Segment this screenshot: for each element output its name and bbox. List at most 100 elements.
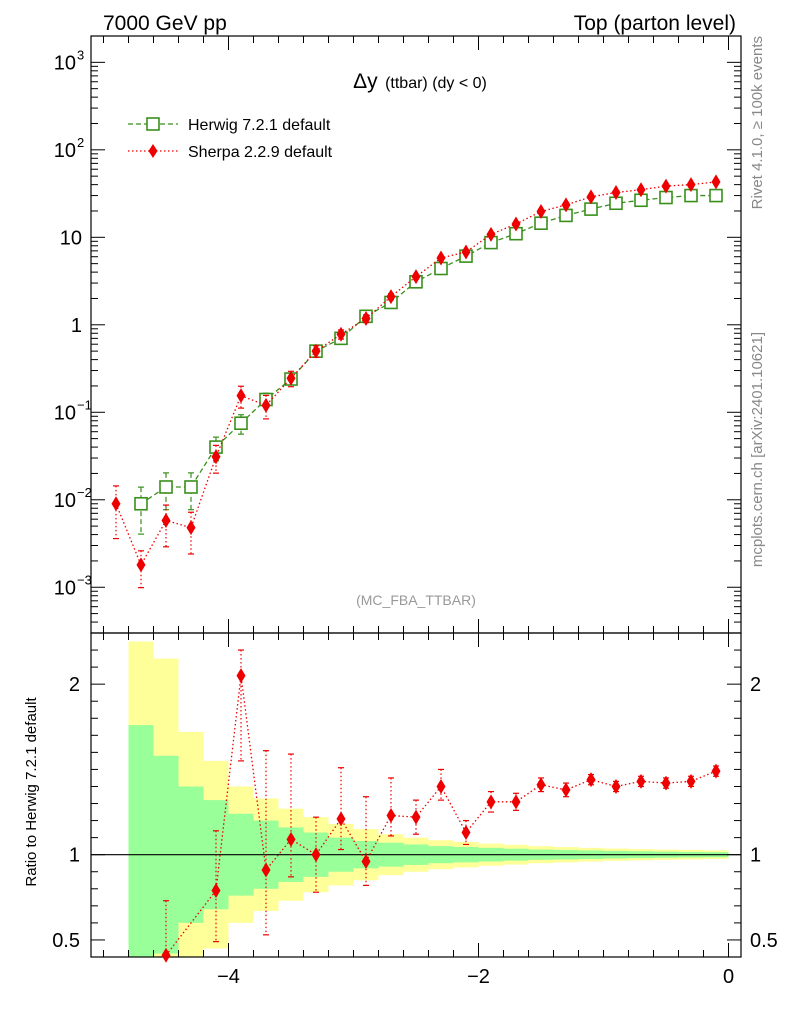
y-tick-label: 10 bbox=[54, 140, 76, 162]
data-point bbox=[184, 480, 198, 494]
y-tick-exponent: 3 bbox=[77, 47, 84, 62]
ratio-series-sherpa bbox=[161, 649, 721, 963]
ratio-point bbox=[586, 772, 596, 788]
ratio-point bbox=[611, 778, 621, 794]
ratio-point bbox=[311, 847, 321, 863]
ratio-tick-label-left: 0.5 bbox=[52, 930, 80, 952]
data-point bbox=[111, 496, 121, 512]
ratio-bands bbox=[128, 641, 729, 957]
ratio-tick-label-right: 0.5 bbox=[750, 930, 778, 952]
ratio-point bbox=[536, 777, 546, 793]
ratio-point bbox=[236, 668, 246, 684]
series-line bbox=[115, 181, 717, 567]
data-point bbox=[711, 174, 721, 190]
x-tick-label: −2 bbox=[467, 966, 490, 988]
legend: Herwig 7.2.1 default Sherpa 2.2.9 defaul… bbox=[128, 117, 333, 161]
data-point bbox=[536, 204, 546, 220]
data-point bbox=[261, 397, 271, 413]
y-tick-exponent: −2 bbox=[77, 485, 92, 500]
plot-title-main: Δy bbox=[353, 70, 378, 93]
series-herwig bbox=[134, 188, 723, 535]
ratio-point bbox=[361, 854, 371, 870]
ratio-point bbox=[436, 778, 446, 794]
ratio-point bbox=[561, 782, 571, 798]
y-tick-label: 10 bbox=[54, 577, 76, 599]
data-point bbox=[686, 177, 696, 193]
legend-label-herwig: Herwig 7.2.1 default bbox=[188, 117, 331, 134]
ratio-tick-label-right: 1 bbox=[750, 845, 761, 867]
data-point bbox=[561, 197, 571, 213]
header-left: 7000 GeV pp bbox=[103, 12, 227, 35]
ratio-point bbox=[511, 794, 521, 810]
ratio-y-ticks: 0.5 0.5 1 1 2 2 bbox=[52, 632, 778, 958]
y-tick-exponent: 2 bbox=[77, 135, 84, 150]
ratio-point bbox=[336, 811, 346, 827]
data-point bbox=[486, 226, 496, 242]
data-point bbox=[436, 250, 446, 266]
data-point bbox=[461, 244, 471, 260]
ratio-point bbox=[636, 773, 646, 789]
legend-marker-herwig bbox=[146, 117, 160, 131]
y-tick-label: 10 bbox=[54, 402, 76, 424]
ratio-point bbox=[411, 809, 421, 825]
ratio-ylabel: Ratio to Herwig 7.2.1 default bbox=[23, 697, 40, 887]
ratio-point bbox=[486, 794, 496, 810]
data-point bbox=[286, 370, 296, 386]
ratio-point bbox=[711, 763, 721, 779]
side-label-mcplots: mcplots.cern.ch [arXiv:2401.10621] bbox=[749, 332, 766, 567]
ratio-panel-frame bbox=[90, 632, 742, 958]
data-point bbox=[411, 269, 421, 285]
ratio-point bbox=[161, 947, 171, 963]
data-point bbox=[386, 289, 396, 305]
legend-marker-sherpa bbox=[148, 144, 158, 158]
data-point bbox=[611, 185, 621, 201]
ratio-point bbox=[211, 882, 221, 898]
data-point bbox=[336, 326, 346, 342]
data-point bbox=[211, 449, 221, 465]
data-point bbox=[159, 480, 173, 494]
header-right: Top (parton level) bbox=[574, 12, 736, 35]
series-line bbox=[140, 194, 716, 505]
data-point bbox=[311, 343, 321, 359]
data-point bbox=[584, 202, 598, 216]
data-point bbox=[586, 189, 596, 205]
x-ticks: −4 −2 0 bbox=[103, 36, 734, 988]
data-point bbox=[161, 512, 171, 528]
ratio-point bbox=[686, 773, 696, 789]
x-tick-label: −4 bbox=[217, 966, 240, 988]
plot-title-sub: (ttbar) (dy < 0) bbox=[385, 75, 487, 92]
series-sherpa bbox=[111, 174, 721, 589]
data-point bbox=[134, 496, 148, 511]
data-point bbox=[511, 216, 521, 232]
side-label-rivet: Rivet 4.1.0, ≥ 100k events bbox=[749, 36, 766, 209]
y-tick-label: 10 bbox=[54, 52, 76, 74]
ratio-point bbox=[386, 807, 396, 823]
y-tick-label: 10 bbox=[54, 490, 76, 512]
plot-title: Δy (ttbar) (dy < 0) bbox=[353, 70, 487, 93]
y-tick-exponent: −1 bbox=[77, 397, 92, 412]
ratio-tick-label-left: 1 bbox=[69, 845, 80, 867]
ratio-point bbox=[261, 862, 271, 878]
data-point bbox=[709, 188, 723, 203]
ratio-point bbox=[461, 825, 471, 841]
data-point bbox=[234, 416, 248, 431]
ratio-point bbox=[286, 831, 296, 847]
ratio-point bbox=[661, 775, 671, 791]
x-tick-label: 0 bbox=[723, 966, 734, 988]
legend-label-sherpa: Sherpa 2.2.9 default bbox=[188, 144, 333, 161]
data-point bbox=[136, 557, 146, 573]
data-point bbox=[236, 388, 246, 404]
data-point bbox=[361, 311, 371, 327]
y-tick-label: 1 bbox=[71, 315, 82, 337]
ratio-tick-label-right: 2 bbox=[750, 674, 761, 696]
y-tick-label: 10 bbox=[60, 227, 82, 249]
data-point bbox=[661, 178, 671, 194]
data-point bbox=[186, 520, 196, 536]
band-inner bbox=[128, 725, 154, 957]
ratio-tick-label-left: 2 bbox=[69, 674, 80, 696]
data-point bbox=[636, 182, 646, 198]
y-tick-exponent: −3 bbox=[77, 572, 92, 587]
